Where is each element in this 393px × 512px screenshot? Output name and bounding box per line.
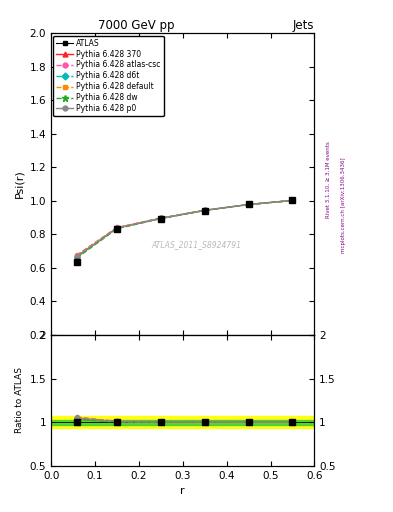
Pythia 6.428 370 bbox=[202, 207, 207, 214]
Pythia 6.428 370 bbox=[115, 225, 119, 231]
Pythia 6.428 p0 bbox=[246, 201, 251, 207]
Pythia 6.428 d6t bbox=[158, 215, 163, 221]
Pythia 6.428 dw bbox=[115, 226, 119, 232]
Pythia 6.428 dw bbox=[290, 198, 295, 204]
Pythia 6.428 default bbox=[202, 207, 207, 214]
Text: mcplots.cern.ch [arXiv:1306.3436]: mcplots.cern.ch [arXiv:1306.3436] bbox=[342, 157, 346, 252]
Line: Pythia 6.428 dw: Pythia 6.428 dw bbox=[74, 198, 294, 260]
Y-axis label: Ratio to ATLAS: Ratio to ATLAS bbox=[15, 368, 24, 433]
Pythia 6.428 370 bbox=[246, 201, 251, 207]
Pythia 6.428 atlas-csc bbox=[290, 198, 295, 204]
Pythia 6.428 dw bbox=[74, 255, 79, 261]
Text: 7000 GeV pp: 7000 GeV pp bbox=[99, 19, 175, 32]
Bar bbox=[51, 420, 314, 425]
Pythia 6.428 d6t bbox=[115, 225, 119, 231]
Pythia 6.428 370 bbox=[74, 254, 79, 260]
Line: Pythia 6.428 d6t: Pythia 6.428 d6t bbox=[74, 198, 294, 259]
Pythia 6.428 dw bbox=[202, 207, 207, 214]
Pythia 6.428 dw bbox=[246, 202, 251, 208]
Line: Pythia 6.428 370: Pythia 6.428 370 bbox=[74, 198, 294, 260]
Pythia 6.428 p0 bbox=[115, 225, 119, 231]
Text: ATLAS_2011_S8924791: ATLAS_2011_S8924791 bbox=[151, 240, 241, 249]
Text: Rivet 3.1.10, ≥ 3.1M events: Rivet 3.1.10, ≥ 3.1M events bbox=[326, 141, 331, 218]
Pythia 6.428 atlas-csc bbox=[158, 215, 163, 221]
Pythia 6.428 dw bbox=[158, 216, 163, 222]
Pythia 6.428 default bbox=[115, 225, 119, 231]
Pythia 6.428 370 bbox=[158, 216, 163, 222]
Bar bbox=[51, 416, 314, 429]
Pythia 6.428 d6t bbox=[290, 198, 295, 204]
Pythia 6.428 default bbox=[158, 215, 163, 221]
Pythia 6.428 default bbox=[74, 253, 79, 259]
X-axis label: r: r bbox=[180, 486, 185, 496]
Pythia 6.428 atlas-csc bbox=[246, 201, 251, 207]
Pythia 6.428 d6t bbox=[202, 207, 207, 214]
Pythia 6.428 atlas-csc bbox=[115, 224, 119, 230]
Line: Pythia 6.428 default: Pythia 6.428 default bbox=[74, 198, 294, 258]
Pythia 6.428 p0 bbox=[158, 216, 163, 222]
Pythia 6.428 d6t bbox=[246, 201, 251, 207]
Pythia 6.428 p0 bbox=[202, 207, 207, 214]
Legend: ATLAS, Pythia 6.428 370, Pythia 6.428 atlas-csc, Pythia 6.428 d6t, Pythia 6.428 : ATLAS, Pythia 6.428 370, Pythia 6.428 at… bbox=[53, 35, 164, 116]
Pythia 6.428 d6t bbox=[74, 254, 79, 260]
Pythia 6.428 p0 bbox=[290, 198, 295, 204]
Pythia 6.428 p0 bbox=[74, 253, 79, 260]
Text: Jets: Jets bbox=[293, 19, 314, 32]
Line: Pythia 6.428 atlas-csc: Pythia 6.428 atlas-csc bbox=[74, 198, 294, 258]
Pythia 6.428 370 bbox=[290, 198, 295, 204]
Pythia 6.428 default bbox=[290, 198, 295, 204]
Line: Pythia 6.428 p0: Pythia 6.428 p0 bbox=[74, 198, 294, 259]
Pythia 6.428 atlas-csc bbox=[74, 252, 79, 259]
Pythia 6.428 default bbox=[246, 201, 251, 207]
Y-axis label: Psi(r): Psi(r) bbox=[14, 169, 24, 199]
Pythia 6.428 atlas-csc bbox=[202, 207, 207, 214]
